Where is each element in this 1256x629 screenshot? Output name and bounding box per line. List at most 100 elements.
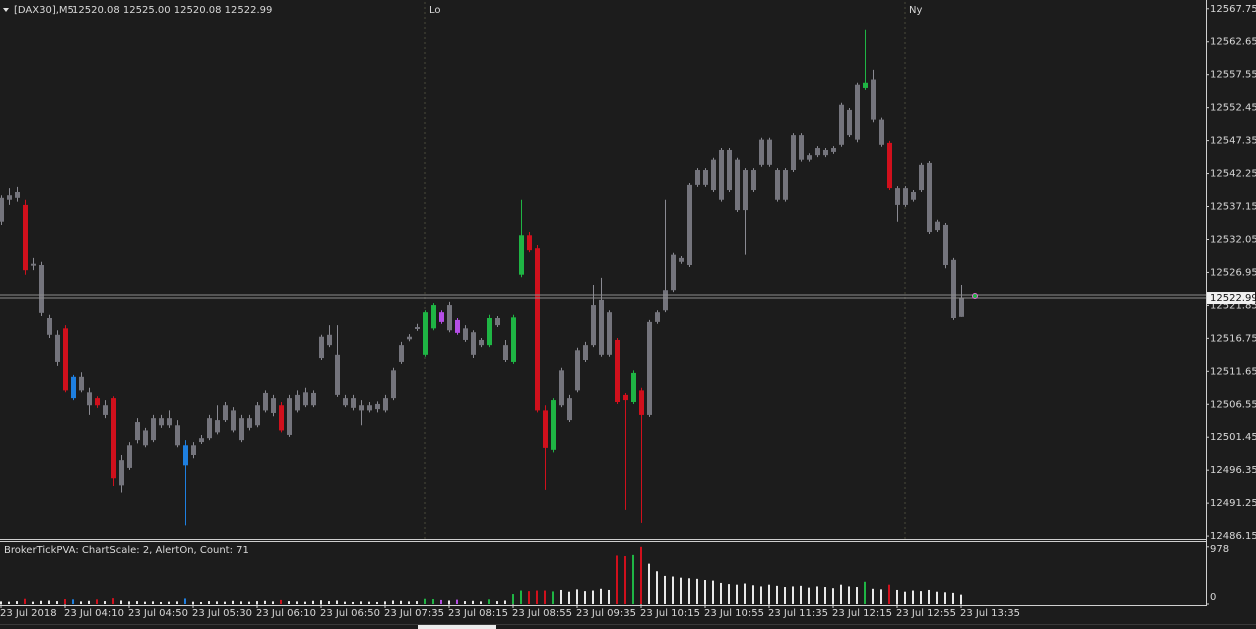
volume-bar <box>872 588 874 604</box>
y-tick-label: 12562.65 <box>1210 37 1256 48</box>
volume-bar <box>304 601 306 604</box>
volume-bar <box>672 576 674 604</box>
candle-body <box>351 398 356 408</box>
volume-bar <box>920 591 922 604</box>
volume-bar <box>464 601 466 604</box>
candle-body <box>767 139 772 165</box>
candle-body <box>823 149 828 156</box>
tab[interactable] <box>418 625 496 629</box>
candle-body <box>567 398 572 421</box>
candle-body <box>143 430 148 446</box>
volume-bar <box>496 601 498 604</box>
volume-bar <box>888 584 890 604</box>
volume-bar <box>0 601 2 604</box>
candle-body <box>247 418 252 428</box>
volume-bar <box>328 601 330 604</box>
candle-body <box>55 334 60 362</box>
volume-bar <box>456 599 458 604</box>
candle-body <box>623 394 628 401</box>
volume-bar <box>904 591 906 604</box>
candle-body <box>71 376 76 399</box>
candle-body <box>727 149 732 191</box>
candle-body <box>207 418 212 439</box>
candle-body <box>631 372 636 403</box>
candle-body <box>495 317 500 326</box>
candle-body <box>839 104 844 145</box>
x-tick-label: 23 Jul 04:10 <box>64 608 124 619</box>
volume-bar <box>376 601 378 604</box>
x-tick-label: 23 Jul 12:55 <box>896 608 956 619</box>
volume-bar <box>688 578 690 604</box>
volume-bar <box>600 588 602 604</box>
volume-bar <box>32 601 34 604</box>
candle-body <box>199 438 204 443</box>
session-label: Lo <box>429 5 441 16</box>
candle-body <box>231 410 236 431</box>
volume-bar <box>584 591 586 604</box>
candle-body <box>927 162 932 233</box>
volume-bar <box>16 601 18 604</box>
volume-bar <box>848 586 850 604</box>
candle-body <box>911 191 916 200</box>
volume-bar <box>272 601 274 604</box>
volume-bar <box>296 601 298 604</box>
volume-bar <box>656 571 658 604</box>
candle-body <box>311 392 316 406</box>
candle-body <box>127 445 132 468</box>
volume-bar <box>520 590 522 604</box>
candle-body <box>895 188 900 205</box>
candle-body <box>375 403 380 410</box>
candle-body <box>535 248 540 411</box>
volume-bar <box>104 601 106 604</box>
y-tick-label: 12506.55 <box>1210 399 1256 410</box>
volume-bar <box>840 584 842 604</box>
candle-body <box>503 345 508 360</box>
volume-bar <box>504 600 506 604</box>
candle-body <box>663 290 668 311</box>
volume-bar <box>896 589 898 604</box>
candle-body <box>487 317 492 346</box>
candle-body <box>183 445 188 466</box>
candle-body <box>583 345 588 360</box>
volume-bar <box>72 599 74 604</box>
candle-body <box>239 418 244 441</box>
candle-body <box>703 170 708 185</box>
volume-bar <box>864 581 866 604</box>
volume-bar <box>592 590 594 604</box>
candle-body <box>879 119 884 145</box>
candle-body <box>799 135 804 160</box>
candle-body <box>575 350 580 391</box>
volume-bar <box>776 585 778 604</box>
volume-bar <box>344 601 346 604</box>
volume-bar <box>960 594 962 604</box>
volume-bar <box>952 592 954 604</box>
volume-bar <box>760 586 762 604</box>
candle-body <box>951 259 956 318</box>
volume-bar <box>432 599 434 604</box>
volume-bar <box>312 600 314 604</box>
volume-bar <box>856 587 858 604</box>
volume-bar <box>152 601 154 604</box>
x-tick-label: 23 Jul 08:55 <box>512 608 572 619</box>
volume-bar <box>24 598 26 604</box>
volume-bar <box>472 600 474 604</box>
candle-body <box>7 195 12 200</box>
volume-bar <box>8 601 10 604</box>
volume-bar <box>408 601 410 604</box>
volume-bar <box>792 586 794 604</box>
volume-bar <box>80 601 82 604</box>
candle-body <box>871 79 876 120</box>
volume-bar <box>384 601 386 604</box>
candle-body <box>671 254 676 291</box>
x-tick-label: 23 Jul 06:10 <box>256 608 316 619</box>
volume-bar <box>712 580 714 604</box>
volume-bar <box>936 591 938 604</box>
volume-bar <box>704 580 706 604</box>
candle-body <box>439 312 444 322</box>
candle-body <box>31 263 36 266</box>
candle-body <box>255 405 260 426</box>
candle-body <box>111 398 116 479</box>
menu-arrow[interactable] <box>3 8 9 12</box>
candle-body <box>471 332 476 355</box>
